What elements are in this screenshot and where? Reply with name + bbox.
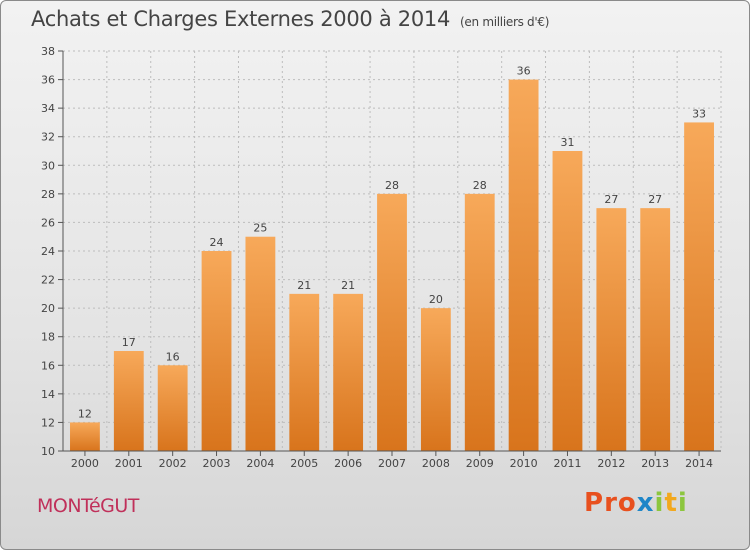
y-tick-label: 36 <box>41 74 55 87</box>
logo-letter: x <box>636 488 655 518</box>
logo-letter: r <box>604 488 618 518</box>
data-label: 17 <box>122 336 136 349</box>
y-tick-label: 16 <box>41 359 55 372</box>
bar <box>333 293 364 451</box>
x-tick-label: 2003 <box>203 457 231 470</box>
x-tick-label: 2010 <box>510 457 538 470</box>
y-tick-label: 20 <box>41 302 55 315</box>
chart-unit: (en milliers d'€) <box>460 15 550 29</box>
data-label: 25 <box>253 222 267 235</box>
x-tick-label: 2013 <box>641 457 669 470</box>
y-tick-label: 12 <box>41 416 55 429</box>
y-tick-label: 26 <box>41 216 55 229</box>
bar <box>289 293 320 451</box>
y-tick-label: 22 <box>41 274 55 287</box>
x-tick-label: 2005 <box>290 457 318 470</box>
bar <box>552 151 583 451</box>
proxiti-logo: Proxiti <box>584 488 688 518</box>
bar <box>640 208 671 451</box>
y-tick-label: 30 <box>41 159 55 172</box>
data-label: 27 <box>648 193 662 206</box>
logo-letter: o <box>617 488 637 518</box>
data-label: 27 <box>604 193 618 206</box>
y-tick-label: 38 <box>41 45 55 58</box>
bar <box>245 236 276 451</box>
chart-title-text: Achats et Charges Externes 2000 à 2014 <box>31 7 451 31</box>
x-tick-label: 2009 <box>466 457 494 470</box>
data-label: 33 <box>692 107 706 120</box>
bar <box>157 365 188 451</box>
x-tick-label: 2007 <box>378 457 406 470</box>
x-tick-label: 2004 <box>246 457 274 470</box>
y-tick-label: 32 <box>41 131 55 144</box>
bar <box>70 422 100 451</box>
data-label: 21 <box>341 279 355 292</box>
y-tick-label: 28 <box>41 188 55 201</box>
data-label: 21 <box>297 279 311 292</box>
data-label: 28 <box>385 179 399 192</box>
bar <box>464 193 495 451</box>
data-label: 31 <box>560 136 574 149</box>
data-label: 36 <box>517 65 531 78</box>
x-tick-label: 2006 <box>334 457 362 470</box>
y-tick-label: 14 <box>41 388 55 401</box>
bar <box>596 208 627 451</box>
data-label: 20 <box>429 293 443 306</box>
y-tick-label: 24 <box>41 245 55 258</box>
y-tick-label: 18 <box>41 331 55 344</box>
x-tick-label: 2012 <box>597 457 625 470</box>
data-label: 28 <box>473 179 487 192</box>
x-tick-label: 2001 <box>115 457 143 470</box>
logo-letter: i <box>654 488 665 518</box>
x-tick-label: 2008 <box>422 457 450 470</box>
logo-letter: i <box>677 488 688 518</box>
bar <box>113 351 144 451</box>
bar <box>508 79 539 452</box>
bar <box>420 308 451 451</box>
data-label: 12 <box>78 407 92 420</box>
bar <box>201 251 232 451</box>
logo-letter: t <box>664 488 678 518</box>
y-tick-label: 10 <box>41 445 55 458</box>
x-tick-label: 2000 <box>71 457 99 470</box>
town-name: MONTéGUT <box>37 495 139 517</box>
x-tick-label: 2014 <box>685 457 713 470</box>
chart-title: Achats et Charges Externes 2000 à 2014 (e… <box>31 7 549 31</box>
y-tick-label: 34 <box>41 102 55 115</box>
data-label: 24 <box>210 236 224 249</box>
data-label: 16 <box>166 350 180 363</box>
x-tick-label: 2011 <box>553 457 581 470</box>
bar <box>684 122 714 451</box>
logo-letter: P <box>584 488 605 518</box>
x-tick-label: 2002 <box>159 457 187 470</box>
bar <box>377 193 407 451</box>
